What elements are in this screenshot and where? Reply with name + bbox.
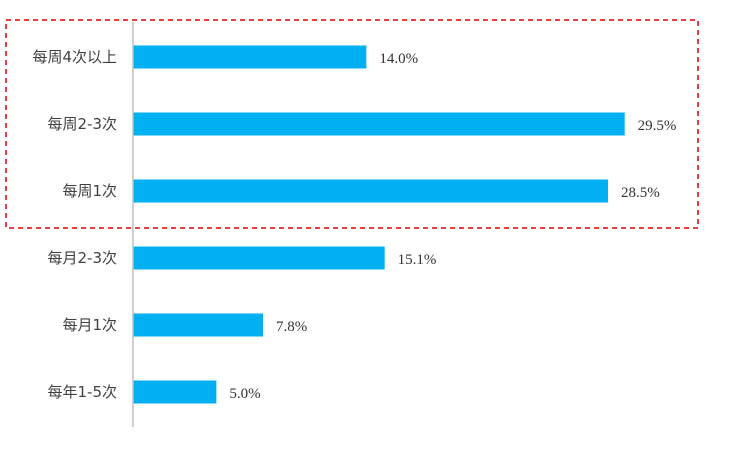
bar-4 — [133, 313, 263, 337]
category-label-0: 每周4次以上 — [32, 48, 117, 66]
value-label-5: 5.0% — [229, 386, 260, 402]
value-label-0: 14.0% — [379, 51, 418, 67]
value-label-3: 15.1% — [398, 252, 437, 268]
bar-3 — [133, 246, 385, 270]
labels-layer: 每周4次以上 14.0% 每周2-3次 29.5% 每周1次 28.5% 每月2-3次 15.… — [32, 48, 676, 402]
bars-layer — [133, 45, 625, 404]
bar-1 — [133, 112, 625, 136]
category-label-4: 每月1次 — [62, 316, 117, 334]
value-label-2: 28.5% — [621, 185, 660, 201]
category-label-3: 每月2-3次 — [48, 249, 118, 267]
category-label-2: 每周1次 — [62, 182, 117, 200]
bar-2 — [133, 179, 608, 203]
bar-5 — [133, 380, 217, 404]
value-label-1: 29.5% — [638, 118, 677, 134]
highlight-box — [5, 19, 699, 229]
value-label-4: 7.8% — [276, 319, 307, 335]
category-label-1: 每周2-3次 — [48, 115, 118, 133]
bar-0 — [133, 45, 367, 69]
category-label-5: 每年1-5次 — [48, 383, 118, 401]
